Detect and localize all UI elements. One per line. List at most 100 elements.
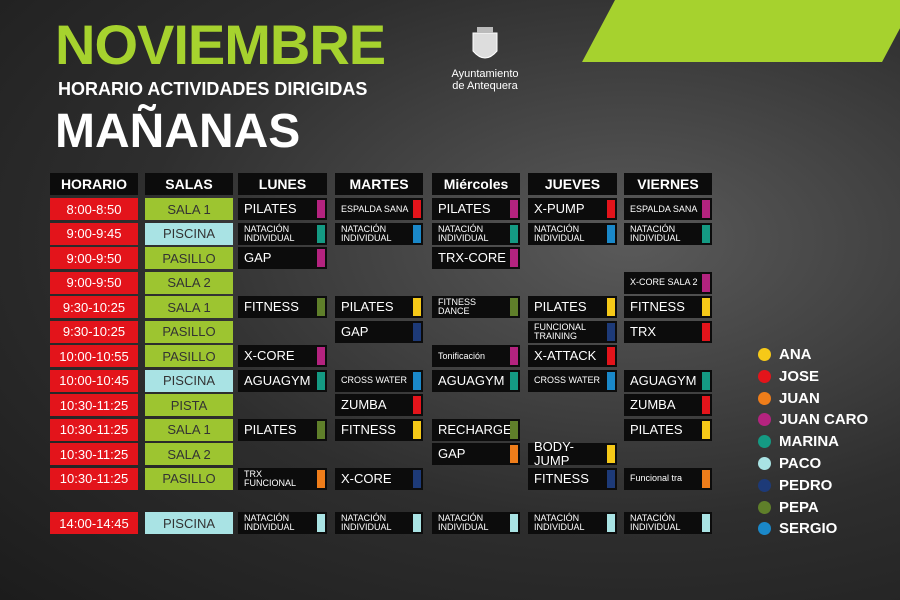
- activity-name: PILATES: [244, 201, 297, 216]
- activity-name: CROSS WATER: [534, 375, 601, 385]
- time-cell: 9:00-9:50: [50, 271, 138, 294]
- legend-dot: [758, 369, 771, 383]
- activity-name: PILATES: [438, 201, 491, 216]
- instructor-tag: [510, 298, 518, 316]
- activity-cell: AGUAGYM: [238, 369, 327, 392]
- instructor-tag: [702, 396, 710, 414]
- activity-name: NATACIÓN INDIVIDUAL: [630, 223, 681, 243]
- activity-cell: X-CORE: [335, 467, 423, 490]
- instructor-tag: [702, 298, 710, 316]
- activity-name: PILATES: [630, 421, 683, 437]
- activity-cell: PILATES: [624, 418, 712, 441]
- column-header: MARTES: [335, 173, 423, 195]
- activity-name: TRX FUNCIONAL: [244, 468, 297, 488]
- activity-cell: Funcional tra: [624, 467, 712, 490]
- instructor-tag: [317, 420, 325, 439]
- column-header: Miércoles: [432, 173, 520, 195]
- activity-cell: CROSS WATER: [528, 369, 617, 392]
- activity-name: NATACIÓN INDIVIDUAL: [341, 223, 392, 243]
- room-cell: SALA 2: [145, 271, 233, 294]
- activity-name: ESPALDA SANA: [630, 203, 698, 214]
- activity-cell: ESPALDA SANA: [335, 198, 423, 220]
- instructor-tag: [607, 298, 615, 316]
- column-header: VIERNES: [624, 173, 712, 195]
- activity-cell: FUNCIONAL TRAINING: [528, 320, 617, 343]
- activity-name: NATACIÓN INDIVIDUAL: [244, 513, 295, 532]
- activity-name: TRX-CORE: [438, 250, 506, 265]
- time-cell: 14:00-14:45: [50, 512, 138, 534]
- instructor-tag: [317, 249, 325, 267]
- legend-dot: [758, 435, 771, 449]
- activity-cell: FITNESS DANCE: [432, 296, 520, 318]
- instructor-tag: [317, 298, 325, 316]
- instructor-tag: [607, 347, 615, 365]
- activity-name: ZUMBA: [341, 397, 387, 412]
- room-cell: PISTA: [145, 394, 233, 416]
- room-cell: PISCINA: [145, 222, 233, 245]
- activity-name: FITNESS: [341, 421, 396, 437]
- instructor-tag: [607, 371, 615, 390]
- instructor-tag: [702, 224, 710, 243]
- instructor-tag: [510, 420, 518, 439]
- activity-cell: TRX: [624, 320, 712, 343]
- instructor-tag: [510, 445, 518, 463]
- instructor-tag: [702, 322, 710, 341]
- activity-cell: NATACIÓN INDIVIDUAL: [432, 222, 520, 245]
- activity-name: FITNESS DANCE: [438, 297, 477, 316]
- time-cell: 9:30-10:25: [50, 320, 138, 343]
- activity-cell: TRX FUNCIONAL: [238, 467, 327, 490]
- activity-cell: FITNESS: [624, 296, 712, 318]
- legend-label: JUAN CARO: [779, 411, 869, 429]
- time-cell: 10:30-11:25: [50, 443, 138, 465]
- activity-name: PILATES: [244, 421, 297, 437]
- instructor-tag: [317, 469, 325, 488]
- instructor-tag: [413, 200, 421, 218]
- activity-cell: X-CORE SALA 2: [624, 271, 712, 294]
- instructor-tag: [607, 224, 615, 243]
- activity-cell: GAP: [238, 247, 327, 269]
- activity-cell: TRX-CORE: [432, 247, 520, 269]
- activity-name: GAP: [341, 323, 369, 339]
- instructor-tag: [607, 322, 615, 341]
- activity-cell: PILATES: [432, 198, 520, 220]
- activity-name: TRX: [630, 323, 656, 339]
- instructor-tag: [317, 371, 325, 390]
- time-cell: 8:00-8:50: [50, 198, 138, 220]
- activity-name: NATACIÓN INDIVIDUAL: [438, 223, 489, 243]
- instructor-tag: [702, 273, 710, 292]
- activity-cell: NATACIÓN INDIVIDUAL: [335, 512, 423, 534]
- activity-cell: ZUMBA: [624, 394, 712, 416]
- activity-name: PILATES: [341, 299, 394, 314]
- room-cell: PISCINA: [145, 512, 233, 534]
- instructor-tag: [317, 514, 325, 532]
- room-cell: PASILLO: [145, 345, 233, 367]
- instructor-tag: [702, 371, 710, 390]
- activity-cell: NATACIÓN INDIVIDUAL: [624, 512, 712, 534]
- legend-label: PACO: [779, 455, 822, 472]
- activity-cell: FITNESS: [238, 296, 327, 318]
- activity-cell: NATACIÓN INDIVIDUAL: [238, 512, 327, 534]
- legend-label: ANA: [779, 346, 812, 363]
- legend-label: PEDRO: [779, 476, 833, 494]
- activity-name: FUNCIONAL TRAINING: [534, 321, 586, 341]
- instructor-tag: [702, 420, 710, 439]
- instructor-tag: [413, 371, 421, 390]
- column-header: JUEVES: [528, 173, 617, 195]
- activity-cell: NATACIÓN INDIVIDUAL: [528, 222, 617, 245]
- decor-stripe: [582, 0, 900, 62]
- legend-dot: [758, 522, 771, 536]
- room-cell: SALA 1: [145, 418, 233, 441]
- activity-name: NATACIÓN INDIVIDUAL: [341, 513, 392, 532]
- instructor-tag: [510, 514, 518, 532]
- instructor-tag: [607, 514, 615, 532]
- activity-name: NATACIÓN INDIVIDUAL: [438, 513, 489, 532]
- legend-label: SERGIO: [779, 520, 838, 538]
- activity-name: FITNESS: [630, 299, 685, 314]
- activity-cell: PILATES: [335, 296, 423, 318]
- instructor-tag: [510, 200, 518, 218]
- room-cell: PISCINA: [145, 369, 233, 392]
- session: MAÑANAS: [55, 105, 301, 158]
- activity-name: ZUMBA: [630, 397, 676, 412]
- time-cell: 9:30-10:25: [50, 296, 138, 318]
- activity-name: FITNESS: [244, 299, 299, 314]
